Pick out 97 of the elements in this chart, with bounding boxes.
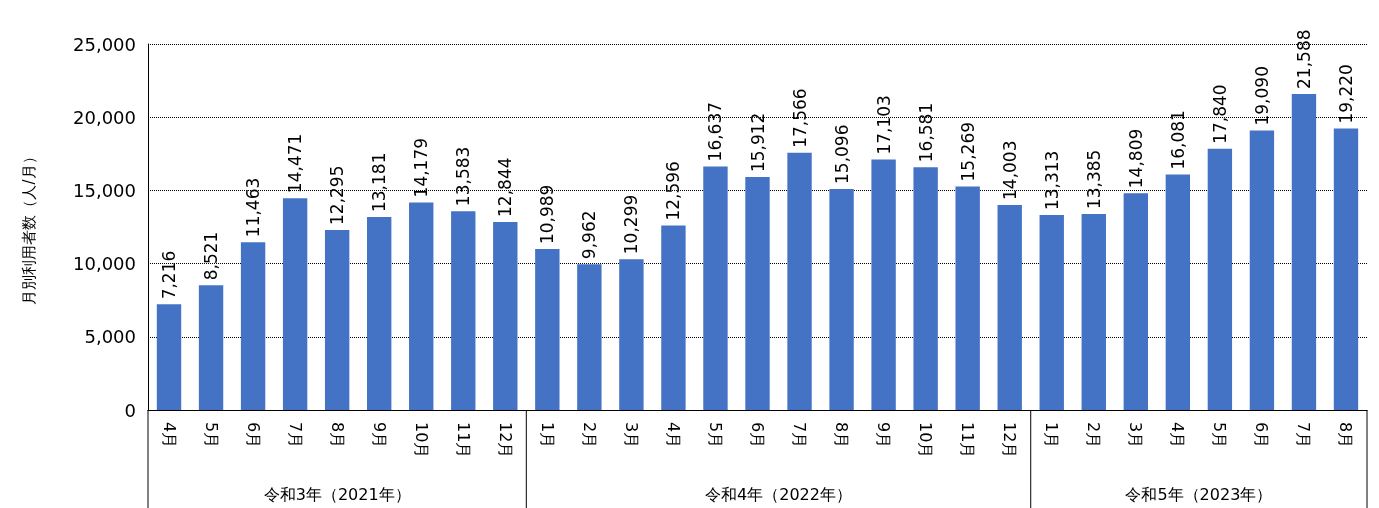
bar (787, 152, 812, 410)
x-tick-label: 4月 (663, 422, 683, 449)
x-tick-label: 6月 (748, 422, 767, 449)
data-label: 14,809 (1125, 128, 1146, 189)
data-label: 15,912 (747, 112, 768, 173)
text: 令和3年（2021年） (263, 484, 411, 504)
bar (1291, 93, 1317, 410)
bar (619, 259, 644, 410)
bar (409, 202, 434, 410)
x-tick-label: 10月 (411, 422, 431, 459)
data-label: 13,181 (369, 152, 390, 213)
bar (1123, 193, 1148, 410)
y-tick-label: 5,000 (84, 326, 136, 348)
data-label: 13,385 (1083, 149, 1104, 210)
x-tick-label: 6月 (243, 422, 263, 449)
bar (1207, 148, 1233, 410)
data-label: 13,583 (453, 146, 474, 207)
data-label: 17,566 (789, 88, 810, 148)
x-tick-label: 7月 (1294, 422, 1314, 449)
bar (282, 198, 308, 410)
x-tick-label: 7月 (285, 422, 305, 449)
bar (1081, 214, 1106, 410)
x-tick-label: 6月 (1252, 422, 1272, 449)
data-label: 10,299 (621, 194, 642, 255)
x-tick-label: 8月 (1336, 422, 1356, 449)
data-label: 16,581 (915, 102, 936, 163)
x-tick-label: 8月 (327, 422, 347, 449)
x-tick-label: 12月 (495, 422, 515, 459)
x-tick-label: 5月 (1210, 422, 1230, 449)
bar (1333, 128, 1359, 410)
bar (829, 188, 854, 410)
data-label: 11,463 (243, 177, 264, 238)
bar (745, 177, 770, 410)
x-tick-label: 1月 (537, 422, 557, 449)
x-tick-label: 9月 (369, 422, 389, 449)
x-tick-label: 11月 (453, 422, 473, 459)
bar (367, 217, 392, 410)
x-tick-label: 7月 (790, 422, 810, 449)
bar (451, 211, 476, 410)
x-tick-label: 8月 (832, 422, 852, 449)
bar (535, 249, 560, 410)
text: 令和5年（2023年） (1125, 484, 1273, 504)
data-label: 17,840 (1209, 84, 1230, 144)
data-label: 15,269 (957, 121, 978, 182)
data-label: 17,103 (873, 95, 894, 155)
y-tick-label: 10,000 (73, 253, 136, 275)
data-label: 9,962 (579, 210, 600, 260)
bar (661, 225, 686, 410)
y-axis-title: 月別利用者数（人/月） (19, 149, 38, 305)
data-label: 21,588 (1293, 29, 1314, 89)
x-tick-label: 5月 (705, 422, 725, 449)
data-label: 15,096 (831, 124, 852, 184)
x-tick-label: 3月 (621, 422, 641, 449)
bar (997, 205, 1022, 410)
bar (577, 264, 602, 410)
data-label: 8,521 (201, 231, 222, 281)
bar (240, 242, 266, 410)
bar (913, 167, 938, 410)
data-label: 19,090 (1251, 66, 1272, 126)
bar (198, 285, 224, 410)
x-tick-label: 2月 (579, 422, 599, 449)
bar (324, 230, 350, 410)
x-tick-label: 3月 (1126, 422, 1146, 449)
data-label: 19,220 (1335, 64, 1356, 124)
bar (1165, 174, 1191, 410)
y-tick-label: 20,000 (73, 106, 136, 128)
x-tick-label: 11月 (958, 422, 978, 459)
bar (1039, 215, 1064, 410)
bar (703, 166, 728, 410)
data-label: 14,179 (411, 137, 432, 198)
y-tick-label: 15,000 (73, 179, 136, 201)
x-tick-label: 1月 (1042, 422, 1062, 449)
bar (955, 186, 980, 410)
x-tick-label: 2月 (1084, 422, 1104, 449)
data-label: 13,313 (1041, 150, 1062, 211)
x-tick-label: 12月 (1000, 422, 1020, 459)
x-tick-label: 4月 (159, 422, 179, 449)
data-label: 14,003 (999, 140, 1020, 200)
data-label: 12,295 (327, 165, 348, 225)
data-label: 7,216 (159, 250, 180, 300)
text: 令和4年（2022年） (705, 484, 852, 504)
x-tick-label: 10月 (916, 422, 936, 459)
x-tick-label: 5月 (201, 422, 221, 449)
y-tick-label: 0 (124, 399, 136, 421)
data-label: 10,989 (537, 184, 558, 245)
data-label: 16,637 (705, 101, 726, 162)
data-label: 16,081 (1167, 110, 1188, 170)
data-label: 14,471 (285, 133, 306, 194)
bar (1249, 130, 1275, 410)
x-tick-label: 9月 (874, 422, 894, 449)
data-label: 12,596 (663, 161, 684, 221)
bar (156, 304, 182, 410)
y-tick-label: 25,000 (73, 33, 136, 55)
bar (493, 221, 518, 410)
data-label: 12,844 (495, 157, 516, 217)
x-tick-label: 4月 (1168, 422, 1188, 449)
bar (871, 159, 896, 410)
